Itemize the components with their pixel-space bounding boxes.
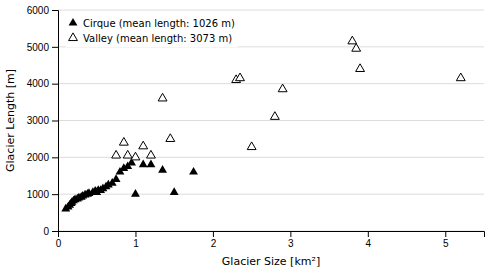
- legend: Cirque (mean length: 1026 m) Valley (mean…: [66, 15, 238, 47]
- x-tick-mark: [368, 231, 369, 237]
- y-tick: 2000: [27, 152, 58, 163]
- point: [166, 134, 175, 142]
- y-tick: 6000: [27, 5, 58, 16]
- point: [170, 187, 179, 195]
- y-tick-mark: [52, 194, 58, 195]
- y-tick-mark: [52, 231, 58, 232]
- x-tick: 0: [56, 231, 62, 249]
- y-tick-mark: [52, 84, 58, 85]
- point: [147, 150, 156, 158]
- y-tick-label: 5000: [27, 42, 50, 53]
- y-axis-title: Glacier Length [m]: [4, 69, 17, 172]
- y-tick: 3000: [27, 115, 58, 126]
- y-tick-label: 1000: [27, 189, 50, 200]
- point: [123, 150, 132, 158]
- x-axis-line: [59, 232, 485, 238]
- y-grid-line: [58, 157, 484, 158]
- y-tick-label: 4000: [27, 78, 50, 89]
- y-axis-line: [52, 11, 59, 232]
- chart: 0 1 2 3 4 5 0 1000 2000 3000 4000 5000 6000 Glacier S…: [0, 0, 500, 271]
- point: [189, 167, 198, 175]
- point: [348, 36, 357, 44]
- legend-item: Cirque (mean length: 1026 m): [69, 18, 235, 29]
- x-tick: 1: [133, 231, 139, 249]
- x-tick: 4: [366, 231, 372, 249]
- y-grid-line: [58, 83, 484, 84]
- point: [139, 160, 148, 168]
- x-tick-mark: [445, 231, 446, 237]
- series: [112, 36, 466, 160]
- y-tick-label: 0: [43, 226, 49, 237]
- legend-background: [66, 15, 238, 47]
- x-tick-label: 1: [133, 238, 139, 249]
- point: [352, 44, 361, 52]
- x-axis-title: Glacier Size [km²]: [222, 255, 320, 268]
- point: [158, 93, 167, 101]
- point: [112, 174, 121, 182]
- point: [278, 84, 287, 92]
- y-tick-label: 6000: [27, 5, 50, 16]
- x-tick: 5: [443, 231, 449, 249]
- x-tick-mark: [290, 231, 291, 237]
- point: [356, 64, 365, 72]
- legend-marker: [69, 18, 78, 26]
- point: [131, 152, 140, 160]
- x-tick-label: 5: [443, 238, 449, 249]
- legend-label: Valley (mean length: 3073 m): [83, 33, 232, 44]
- y-tick-mark: [52, 10, 58, 11]
- y-tick: 4000: [27, 78, 58, 89]
- point: [131, 189, 140, 197]
- legend-item: Valley (mean length: 3073 m): [69, 33, 233, 44]
- y-grid-line: [58, 10, 484, 11]
- x-tick-mark: [135, 231, 136, 237]
- x-axis: 0 1 2 3 4 5: [56, 231, 485, 249]
- legend-label: Cirque (mean length: 1026 m): [83, 18, 235, 29]
- x-tick-label: 0: [56, 238, 62, 249]
- point: [456, 73, 465, 81]
- x-tick: 3: [288, 231, 294, 249]
- y-tick: 0: [43, 226, 58, 237]
- grid: [58, 10, 484, 231]
- x-tick-label: 3: [288, 238, 294, 249]
- y-tick: 1000: [27, 189, 58, 200]
- y-grid-line: [58, 120, 484, 121]
- point: [247, 142, 256, 150]
- x-tick-label: 2: [211, 238, 217, 249]
- y-tick-mark: [52, 47, 58, 48]
- y-grid-line: [58, 194, 484, 195]
- plot-area: [61, 36, 465, 211]
- point: [270, 112, 279, 120]
- point: [119, 137, 128, 145]
- y-tick-mark: [52, 157, 58, 158]
- y-tick: 5000: [27, 42, 58, 53]
- point: [147, 160, 156, 168]
- series: [61, 158, 198, 212]
- point: [236, 73, 245, 81]
- point: [139, 141, 148, 149]
- x-tick: 2: [211, 231, 217, 249]
- y-axis: 0 1000 2000 3000 4000 5000 6000: [27, 5, 59, 237]
- y-tick-label: 3000: [27, 115, 50, 126]
- x-tick-mark: [213, 231, 214, 237]
- point: [112, 150, 121, 158]
- y-tick-mark: [52, 121, 58, 122]
- x-tick-label: 4: [366, 238, 372, 249]
- point: [158, 165, 167, 173]
- y-tick-label: 2000: [27, 152, 50, 163]
- legend-marker: [69, 33, 78, 41]
